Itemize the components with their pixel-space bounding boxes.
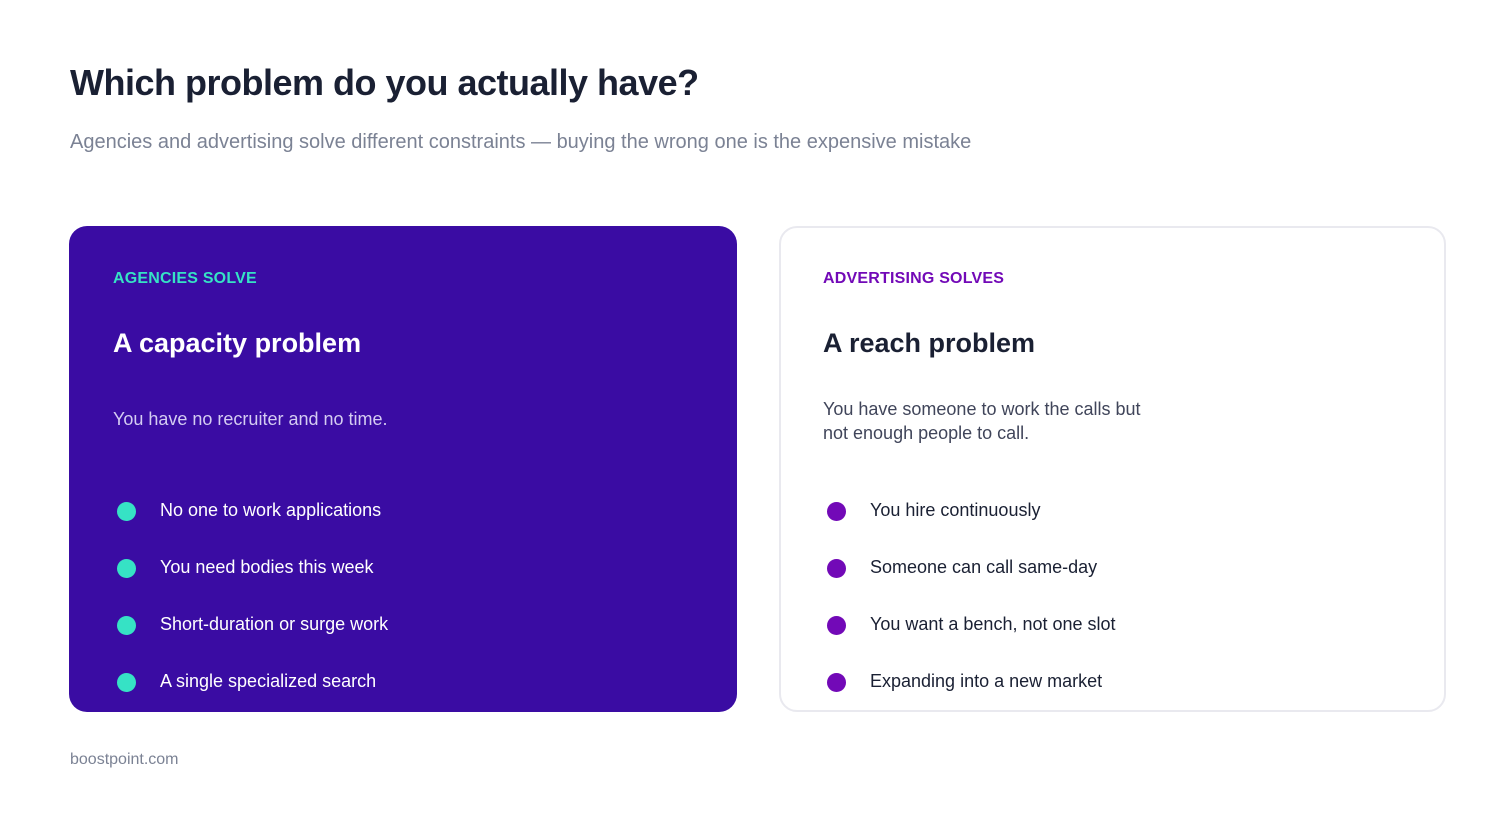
list-item-text: You need bodies this week [160, 557, 374, 577]
list-item: You hire continuously [827, 498, 1116, 555]
advertising-heading: A reach problem [823, 328, 1036, 358]
bullet-dot-icon [827, 673, 846, 692]
list-item: Someone can call same-day [827, 555, 1116, 612]
advertising-list: You hire continuously Someone can call s… [827, 498, 1116, 726]
bullet-dot-icon [827, 502, 846, 521]
agencies-eyebrow: AGENCIES SOLVE [113, 270, 257, 287]
list-item-text: Short-duration or surge work [160, 614, 389, 634]
agencies-list: No one to work applications You need bod… [117, 498, 388, 726]
bullet-dot-icon [827, 559, 846, 578]
advertising-description: You have someone to work the calls but n… [823, 399, 1141, 443]
footer-site-label: boostpoint.com [70, 751, 179, 768]
bullet-dot-icon [827, 616, 846, 635]
advertising-eyebrow: ADVERTISING SOLVES [823, 270, 1005, 287]
bullet-dot-icon [117, 502, 136, 521]
list-item-text: You want a bench, not one slot [870, 614, 1116, 634]
list-item: No one to work applications [117, 498, 388, 555]
agencies-description: You have no recruiter and no time. [113, 409, 388, 429]
agencies-card: AGENCIES SOLVE A capacity problem You ha… [69, 226, 737, 712]
list-item: You need bodies this week [117, 555, 388, 612]
page-title: Which problem do you actually have? [70, 62, 699, 103]
bullet-dot-icon [117, 673, 136, 692]
list-item: Expanding into a new market [827, 669, 1116, 726]
list-item-text: Someone can call same-day [870, 557, 1098, 577]
advertising-card: ADVERTISING SOLVES A reach problem You h… [779, 226, 1446, 712]
list-item-text: Expanding into a new market [870, 671, 1103, 691]
list-item-text: No one to work applications [160, 500, 382, 520]
page-subtitle: Agencies and advertising solve different… [70, 131, 972, 153]
bullet-dot-icon [117, 559, 136, 578]
list-item: Short-duration or surge work [117, 612, 388, 669]
list-item-text: A single specialized search [160, 671, 377, 691]
list-item-text: You hire continuously [870, 500, 1041, 520]
bullet-dot-icon [117, 616, 136, 635]
agencies-heading: A capacity problem [113, 328, 362, 358]
list-item: You want a bench, not one slot [827, 612, 1116, 669]
list-item: A single specialized search [117, 669, 388, 726]
